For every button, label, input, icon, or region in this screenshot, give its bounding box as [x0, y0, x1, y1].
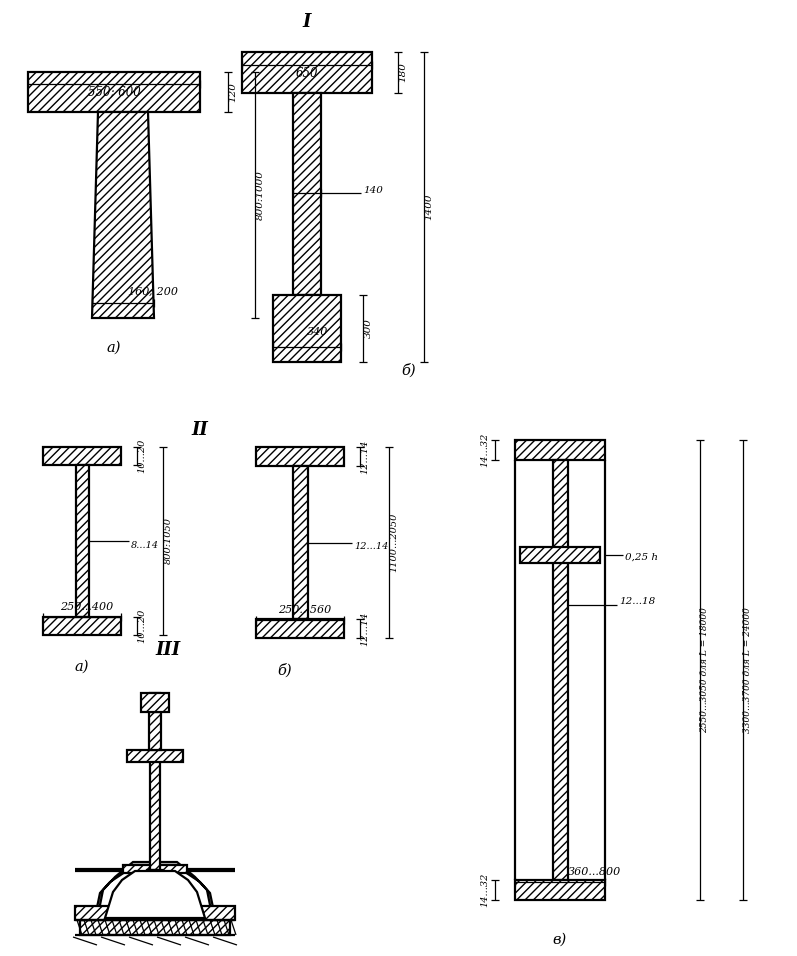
Bar — [28, 72, 200, 112]
Bar — [123, 865, 187, 873]
Text: 12...14: 12...14 — [360, 611, 370, 645]
Text: 14...32: 14...32 — [480, 873, 489, 907]
Text: 360...800: 360...800 — [568, 867, 621, 877]
Polygon shape — [77, 862, 233, 920]
Text: а): а) — [75, 660, 89, 674]
Text: 3300...3700 для L = 24000: 3300...3700 для L = 24000 — [744, 607, 752, 733]
Text: 800:1050: 800:1050 — [163, 517, 172, 564]
Bar — [141, 693, 169, 712]
Bar — [75, 906, 235, 920]
Bar — [256, 619, 344, 638]
Text: 650: 650 — [296, 67, 318, 79]
Text: 14...32: 14...32 — [480, 433, 489, 467]
Text: 12...14: 12...14 — [360, 440, 370, 473]
Text: 1100...2050: 1100...2050 — [390, 512, 398, 573]
Text: 180: 180 — [398, 62, 407, 82]
Text: 300: 300 — [363, 318, 372, 338]
Bar — [256, 447, 344, 466]
Bar — [80, 920, 230, 935]
Text: б): б) — [277, 663, 292, 677]
Text: 8...14: 8...14 — [131, 540, 159, 550]
Text: 12...14: 12...14 — [354, 542, 388, 551]
Bar — [127, 750, 183, 762]
Text: I: I — [303, 13, 311, 31]
Bar — [293, 93, 321, 295]
Bar — [242, 52, 372, 93]
Bar — [273, 295, 341, 362]
Bar — [43, 617, 121, 635]
Text: III: III — [155, 641, 181, 659]
Text: 120: 120 — [229, 82, 238, 102]
Bar — [520, 547, 600, 563]
Text: 10...20: 10...20 — [138, 439, 147, 473]
Bar — [293, 466, 308, 619]
Text: 0,25 h: 0,25 h — [625, 553, 658, 561]
Bar — [147, 870, 163, 884]
Bar — [515, 880, 605, 900]
Polygon shape — [105, 871, 205, 918]
Text: 250...400: 250...400 — [61, 602, 114, 612]
Text: 2550...3050 для L = 18000: 2550...3050 для L = 18000 — [701, 607, 709, 733]
Text: 800:1000: 800:1000 — [256, 170, 265, 220]
Text: в): в) — [553, 933, 567, 947]
Polygon shape — [92, 112, 154, 318]
Bar — [76, 465, 89, 617]
Text: 1400: 1400 — [425, 194, 434, 220]
Bar — [149, 712, 161, 750]
Text: 550; 600: 550; 600 — [88, 85, 140, 98]
Text: а): а) — [107, 341, 121, 355]
Text: 250...560: 250...560 — [278, 605, 332, 615]
Bar — [553, 460, 568, 880]
Text: II: II — [191, 421, 208, 439]
Text: 140: 140 — [363, 185, 383, 194]
Text: 160; 200: 160; 200 — [128, 287, 178, 297]
Bar — [515, 440, 605, 460]
Bar — [43, 447, 121, 465]
Text: б): б) — [402, 363, 416, 378]
Bar — [150, 693, 160, 870]
Text: 10...20: 10...20 — [138, 609, 147, 643]
Text: 340: 340 — [307, 327, 328, 337]
Text: 12...18: 12...18 — [619, 598, 655, 606]
